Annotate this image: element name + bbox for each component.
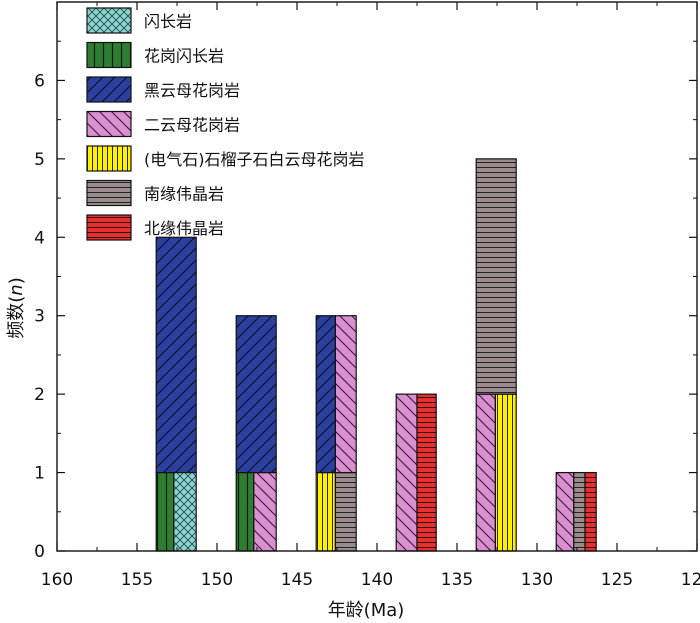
legend-swatch xyxy=(86,214,132,241)
x-tick-label: 135 xyxy=(441,570,473,590)
legend-label: 二云母花岗岩 xyxy=(144,116,240,135)
x-tick-label: 120 xyxy=(681,570,700,590)
bar-segment xyxy=(475,393,497,552)
legend-label: 南缘伟晶岩 xyxy=(144,185,224,204)
y-tick-label: 4 xyxy=(34,228,45,248)
x-tick-label: 145 xyxy=(281,570,313,590)
x-tick-label: 140 xyxy=(361,570,393,590)
bar-segment xyxy=(584,471,597,552)
bar-segment xyxy=(555,471,575,552)
bar-segment xyxy=(155,471,175,552)
y-tick-label: 0 xyxy=(34,542,45,562)
legend-label: 北缘伟晶岩 xyxy=(144,219,224,238)
y-axis-title: 频数(n) xyxy=(6,277,27,338)
legend-swatch xyxy=(86,179,132,207)
x-tick-label: 155 xyxy=(121,570,153,590)
legend-label: 花岗闪长岩 xyxy=(144,47,224,66)
legend-label: 黑云母花岗岩 xyxy=(144,81,240,100)
legend-swatch xyxy=(86,7,132,34)
bar-segment xyxy=(494,393,517,552)
bars-layer xyxy=(155,158,597,552)
bar-segment xyxy=(173,471,197,552)
y-axis-title-italic: n xyxy=(6,284,27,295)
axes: 160 155 150 145 140 135 130 125 120 0 1 2 3 4 5 6 xyxy=(34,1,700,590)
bar-segment xyxy=(315,471,337,552)
bar-segment xyxy=(235,315,277,474)
x-tick-label: 130 xyxy=(521,570,553,590)
legend-label: 闪长岩 xyxy=(144,12,192,31)
y-tick-label: 3 xyxy=(34,307,45,327)
x-tick-label: 125 xyxy=(601,570,633,590)
y-tick-label: 1 xyxy=(34,464,45,484)
legend-swatch xyxy=(86,145,132,172)
bar-segment xyxy=(395,393,418,552)
bar-segment xyxy=(334,315,357,474)
bar-segment xyxy=(573,471,586,552)
x-tick-label: 150 xyxy=(201,570,233,590)
bar-segment xyxy=(253,471,277,552)
y-tick-label: 5 xyxy=(34,150,45,170)
y-axis-title-close: ) xyxy=(6,277,27,284)
bar-segment xyxy=(315,315,337,474)
legend-swatch xyxy=(86,110,132,138)
y-tick-label: 6 xyxy=(34,71,45,91)
bar-segment xyxy=(235,471,255,552)
x-tick-label: 160 xyxy=(41,570,73,590)
svg-text:频数(n): 频数(n) xyxy=(6,277,27,338)
legend-label: (电气石)石榴子石白云母花岗岩 xyxy=(144,150,365,169)
bar-segment xyxy=(155,236,197,474)
bar-segment xyxy=(475,158,517,395)
bar-segment xyxy=(334,471,357,552)
legend-swatch xyxy=(86,41,132,69)
bar-segment xyxy=(416,393,437,552)
x-axis-title: 年龄(Ma) xyxy=(328,600,405,621)
y-axis-title-main: 频数( xyxy=(6,296,27,339)
legend-swatch xyxy=(86,76,132,103)
y-tick-label: 2 xyxy=(34,385,45,405)
